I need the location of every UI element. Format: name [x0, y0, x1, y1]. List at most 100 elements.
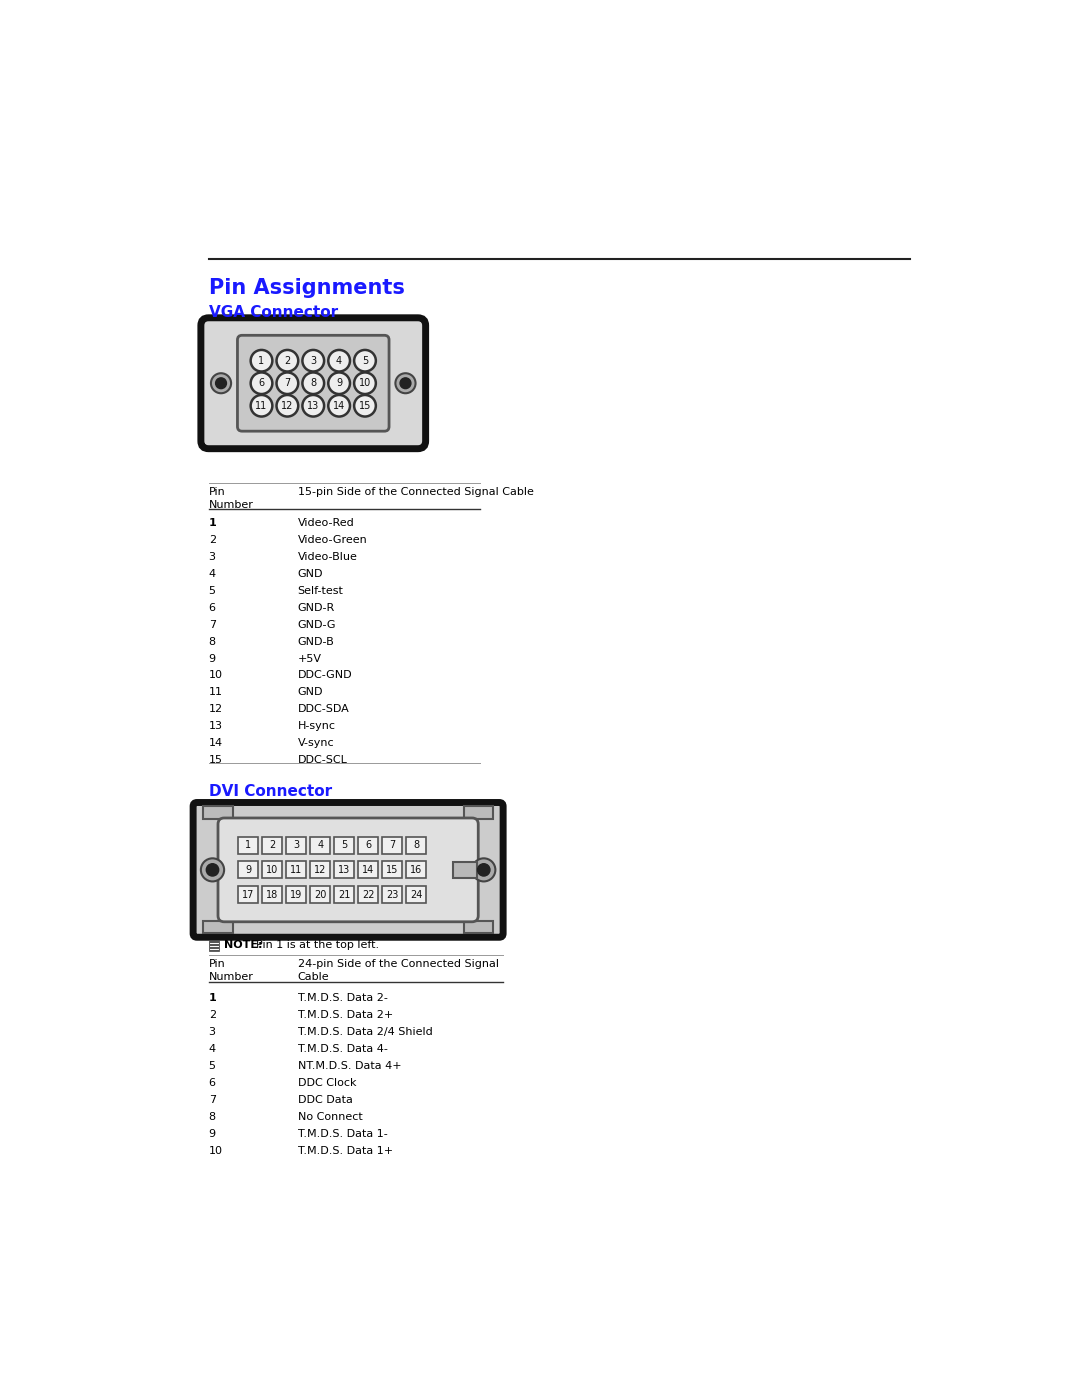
Text: 4: 4 [208, 569, 216, 578]
FancyBboxPatch shape [193, 802, 503, 937]
Bar [239, 886, 258, 902]
Text: DDC-SCL: DDC-SCL [298, 756, 348, 766]
Text: 9: 9 [336, 379, 342, 388]
Text: 19: 19 [291, 890, 302, 900]
Circle shape [251, 395, 272, 416]
Text: GND-R: GND-R [298, 602, 335, 613]
Text: V-sync: V-sync [298, 738, 335, 749]
Circle shape [354, 395, 376, 416]
Bar [310, 862, 330, 879]
Circle shape [206, 863, 218, 876]
Text: 12: 12 [281, 401, 294, 411]
Text: 10: 10 [266, 865, 279, 875]
Circle shape [328, 395, 350, 416]
Text: T.M.D.S. Data 4-: T.M.D.S. Data 4- [298, 1044, 388, 1053]
Bar [239, 862, 258, 879]
Text: 2: 2 [208, 1010, 216, 1020]
Text: T.M.D.S. Data 2+: T.M.D.S. Data 2+ [298, 1010, 393, 1020]
Text: T.M.D.S. Data 1+: T.M.D.S. Data 1+ [298, 1146, 393, 1155]
FancyBboxPatch shape [218, 819, 478, 922]
Bar [359, 886, 378, 902]
Bar [334, 837, 354, 854]
Circle shape [395, 373, 416, 393]
Text: 1: 1 [258, 356, 265, 366]
Bar [310, 886, 330, 902]
Bar [382, 862, 403, 879]
Bar [359, 837, 378, 854]
Text: 1: 1 [245, 840, 252, 851]
Text: 3: 3 [208, 1027, 216, 1037]
Bar [406, 886, 427, 902]
Bar [463, 806, 494, 819]
Text: H-sync: H-sync [298, 721, 336, 731]
Text: Video-Blue: Video-Blue [298, 552, 357, 562]
Text: 13: 13 [208, 721, 222, 731]
Circle shape [216, 377, 227, 388]
Text: 23: 23 [387, 890, 399, 900]
Bar [239, 837, 258, 854]
Text: Video-Green: Video-Green [298, 535, 367, 545]
Bar [262, 837, 282, 854]
Text: 4: 4 [318, 840, 323, 851]
Text: 9: 9 [208, 654, 216, 664]
Text: 17: 17 [242, 890, 255, 900]
Text: 1: 1 [208, 993, 216, 1003]
Text: 15: 15 [208, 756, 222, 766]
Text: 14: 14 [333, 401, 346, 411]
Text: 22: 22 [362, 890, 375, 900]
Text: 10: 10 [208, 671, 222, 680]
Text: T.M.D.S. Data 2-: T.M.D.S. Data 2- [298, 993, 388, 1003]
Text: 6: 6 [208, 602, 216, 613]
Text: Pin Assignments: Pin Assignments [208, 278, 405, 298]
Bar [286, 886, 307, 902]
Bar [382, 837, 403, 854]
Text: DDC-SDA: DDC-SDA [298, 704, 350, 714]
Text: 5: 5 [362, 356, 368, 366]
Text: 24-pin Side of the Connected Signal
Cable: 24-pin Side of the Connected Signal Cabl… [298, 960, 499, 982]
Text: Pin
Number: Pin Number [208, 960, 254, 982]
Text: 15-pin Side of the Connected Signal Cable: 15-pin Side of the Connected Signal Cabl… [298, 488, 534, 497]
Text: 8: 8 [208, 637, 216, 647]
Circle shape [328, 373, 350, 394]
Bar [359, 862, 378, 879]
Text: 13: 13 [307, 401, 320, 411]
Circle shape [211, 373, 231, 393]
Text: 16: 16 [410, 865, 422, 875]
Text: 2: 2 [269, 840, 275, 851]
Bar [208, 940, 219, 951]
Text: T.M.D.S. Data 1-: T.M.D.S. Data 1- [298, 1129, 388, 1139]
Text: 10: 10 [208, 1146, 222, 1155]
Text: DVI Connector: DVI Connector [208, 784, 332, 799]
Bar [334, 862, 354, 879]
Text: 6: 6 [258, 379, 265, 388]
Text: Self-test: Self-test [298, 585, 343, 595]
Circle shape [328, 349, 350, 372]
Text: 8: 8 [310, 379, 316, 388]
Text: 9: 9 [208, 1129, 216, 1139]
Text: Pin
Number: Pin Number [208, 488, 254, 510]
Text: 2: 2 [284, 356, 291, 366]
Bar [406, 862, 427, 879]
Circle shape [201, 858, 225, 882]
Text: T.M.D.S. Data 2/4 Shield: T.M.D.S. Data 2/4 Shield [298, 1027, 432, 1037]
Text: 14: 14 [208, 738, 222, 749]
Text: 1: 1 [208, 518, 216, 528]
Text: 7: 7 [389, 840, 395, 851]
Text: NT.M.D.S. Data 4+: NT.M.D.S. Data 4+ [298, 1060, 402, 1071]
Text: GND: GND [298, 687, 323, 697]
Text: 9: 9 [245, 865, 252, 875]
Circle shape [276, 349, 298, 372]
Text: 3: 3 [293, 840, 299, 851]
Text: DDC Clock: DDC Clock [298, 1077, 356, 1088]
Circle shape [276, 373, 298, 394]
Circle shape [302, 373, 324, 394]
Text: 13: 13 [338, 865, 350, 875]
Text: 5: 5 [341, 840, 348, 851]
Circle shape [251, 373, 272, 394]
Circle shape [302, 395, 324, 416]
Text: 4: 4 [208, 1044, 216, 1053]
FancyBboxPatch shape [201, 317, 426, 448]
Text: 4: 4 [336, 356, 342, 366]
Text: GND: GND [298, 569, 323, 578]
Bar [453, 862, 477, 877]
